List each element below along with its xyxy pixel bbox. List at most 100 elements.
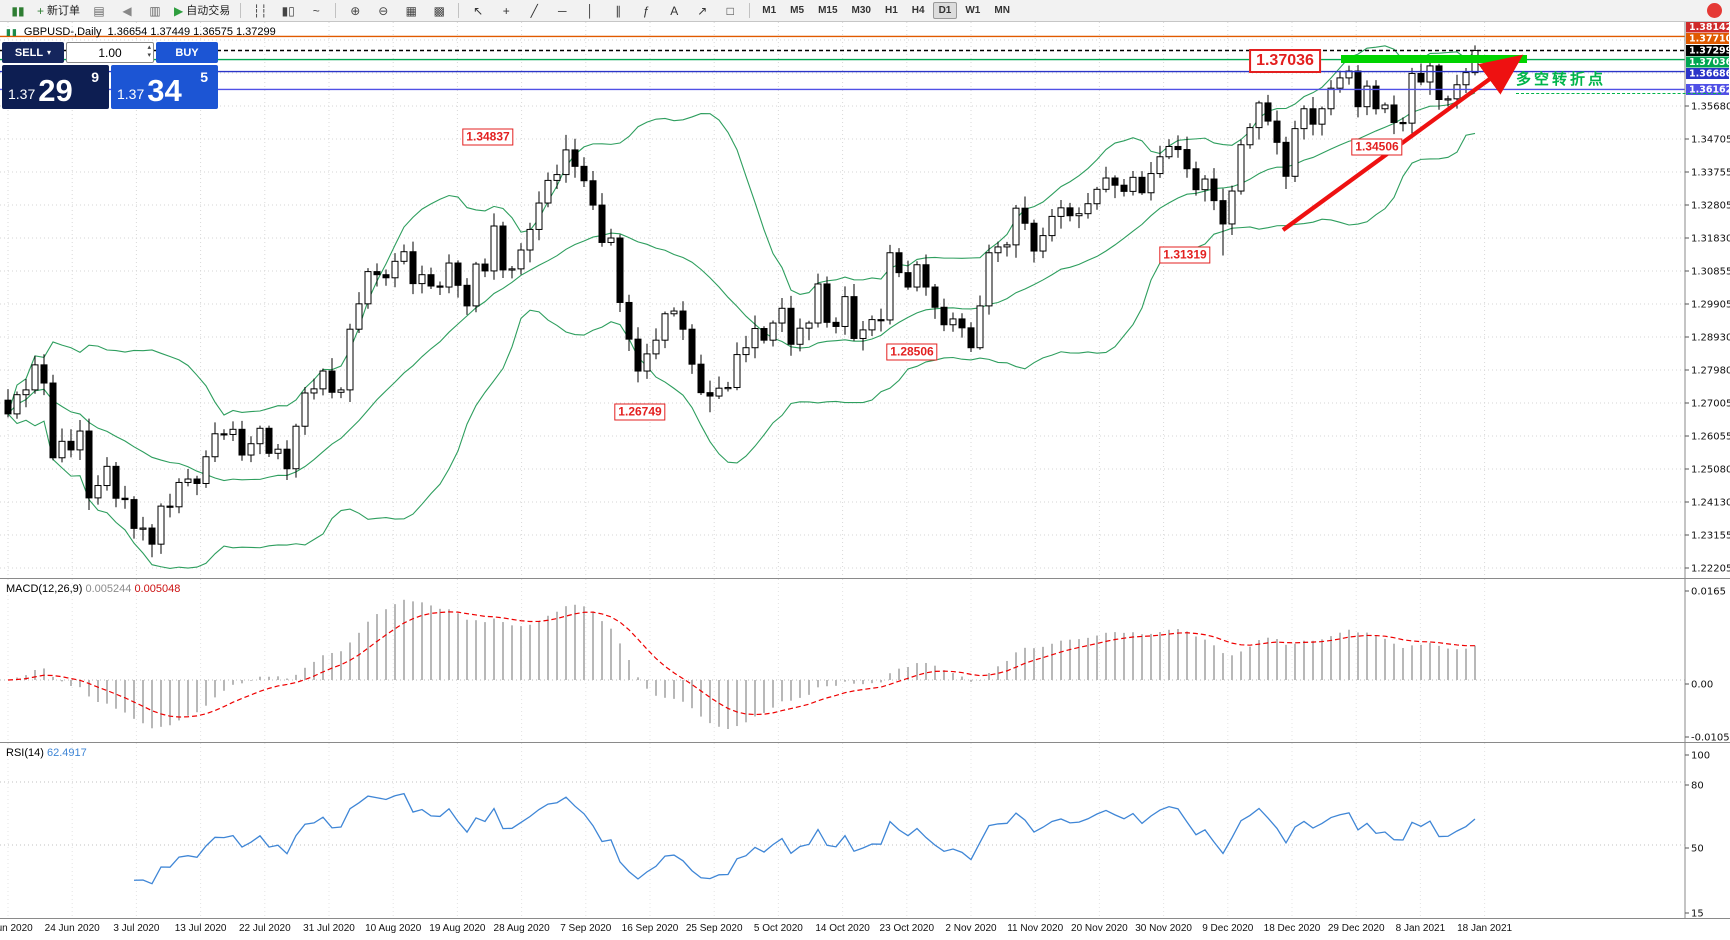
svg-text:50: 50 <box>1691 844 1704 855</box>
timeframe-d1[interactable]: D1 <box>932 2 958 19</box>
svg-text:1.35680: 1.35680 <box>1691 102 1730 113</box>
date-label: 25 Sep 2020 <box>685 923 743 934</box>
timeframe-m15[interactable]: M15 <box>818 5 838 16</box>
profiles-icon[interactable]: ▤ <box>86 1 112 21</box>
candlestick-chart-icon: ▮▯ <box>281 3 295 18</box>
crosshair-icon: + <box>502 3 510 18</box>
price-annotation-label[interactable]: 1.34837 <box>462 128 514 146</box>
pane-separator <box>0 918 1730 919</box>
market-watch-icon[interactable]: ▥ <box>142 1 168 21</box>
timeframe-h4[interactable]: H4 <box>911 5 925 16</box>
fibonacci-icon[interactable]: ƒ <box>633 1 659 21</box>
axis-label-1.37710 <box>1686 33 1729 44</box>
sell-button[interactable]: SELL ▾ <box>2 42 64 63</box>
tile-windows-icon[interactable]: ▦ <box>398 1 424 21</box>
rsi-pane[interactable]: 100 80 50 15 <box>0 743 1730 918</box>
sound-icon[interactable]: ◀ <box>114 1 140 21</box>
volume-up-arrow[interactable]: ▴ <box>147 44 151 51</box>
grid <box>0 743 1685 918</box>
timeframe-mn[interactable]: MN <box>994 5 1010 16</box>
chart-window-icon: ▮▮ <box>11 3 25 18</box>
macd-pane[interactable]: 0.0165 0.00 -0.0105571 <box>0 579 1730 742</box>
axis-label-1.36162 <box>1686 83 1729 95</box>
date-label: 7 Sep 2020 <box>560 923 612 934</box>
macd-histogram <box>16 599 1476 730</box>
candlestick-chart-icon[interactable]: ▮▯ <box>275 1 301 21</box>
timeframe-m1[interactable]: M1 <box>762 5 777 16</box>
rsi-value: 62.4917 <box>46 747 87 759</box>
chart-bullet-icon: ▮▮ <box>6 26 18 37</box>
svg-text:1.37036: 1.37036 <box>1689 57 1730 68</box>
timeframe-h1[interactable]: H1 <box>884 5 898 16</box>
price-annotation-label[interactable]: 1.34506 <box>1351 138 1403 156</box>
channel-icon[interactable]: ∥ <box>605 1 631 21</box>
date-axis[interactable]: 5 Jun 2020 24 Jun 2020 3 Jul 2020 13 Jul 20… <box>0 919 1730 940</box>
cascade-windows-icon[interactable]: ▩ <box>426 1 452 21</box>
volume-value: 1.00 <box>98 45 122 60</box>
horizontal-line-objects[interactable] <box>0 35 1685 91</box>
zoom-out-icon[interactable]: ⊖ <box>370 1 396 21</box>
date-label: 30 Nov 2020 <box>1135 923 1192 934</box>
new-order-button: + <box>37 3 45 18</box>
volume-input[interactable]: 1.00 ▴ ▾ <box>66 42 154 63</box>
price-annotation-label[interactable]: 1.28506 <box>886 343 938 361</box>
chart-ohlc-info: ▮▮ GBPUSD-,Daily 1.36654 1.37449 1.36575… <box>6 26 276 38</box>
pane-separator[interactable] <box>0 742 1730 743</box>
text-icon[interactable]: A <box>661 1 687 21</box>
price-axis[interactable]: 1.35680 1.34705 1.33755 1.32805 1.31830 1.308… <box>1684 22 1730 578</box>
svg-text:1.31830: 1.31830 <box>1691 234 1730 245</box>
volume-down-arrow[interactable]: ▾ <box>147 52 151 59</box>
date-label: 28 Aug 2020 <box>493 923 550 934</box>
grid <box>0 22 1685 578</box>
resistance-band[interactable] <box>1341 55 1527 63</box>
svg-text:1.36686: 1.36686 <box>1689 69 1730 80</box>
macd-axis[interactable]: 0.0165 0.00 -0.0105571 <box>1684 579 1730 742</box>
price-annotation-label[interactable]: 1.31319 <box>1159 246 1211 264</box>
new-order-button[interactable]: + 新订单 <box>33 1 84 21</box>
svg-text:0.00: 0.00 <box>1691 680 1713 691</box>
horizontal-line-icon[interactable]: ─ <box>549 1 575 21</box>
svg-text:1.32805: 1.32805 <box>1691 201 1730 212</box>
fibonacci-icon: ƒ <box>642 3 650 18</box>
macd-main-value: 0.005244 <box>85 583 132 595</box>
shapes-icon[interactable]: □ <box>717 1 743 21</box>
notification-badge[interactable] <box>1707 3 1722 18</box>
vertical-line-icon[interactable]: │ <box>577 1 603 21</box>
crosshair-icon[interactable]: + <box>493 1 519 21</box>
price-annotation-label[interactable]: 1.26749 <box>614 403 666 421</box>
svg-text:1.26055: 1.26055 <box>1691 432 1730 443</box>
buy-price-box[interactable]: 1.37 34 5 <box>111 65 218 109</box>
toolbar-separator <box>335 3 337 18</box>
date-label: 10 Aug 2020 <box>365 923 422 934</box>
buy-button[interactable]: BUY <box>156 42 218 63</box>
new-order-button-label: 新订单 <box>47 4 81 17</box>
bars-chart-icon[interactable]: ┆┆ <box>247 1 273 21</box>
cursor-icon[interactable]: ↖ <box>465 1 491 21</box>
turning-point-note[interactable]: 多空转折点 <box>1516 68 1721 94</box>
line-chart-icon: ~ <box>312 3 320 18</box>
timeframe-m5[interactable]: M5 <box>790 5 805 16</box>
svg-text:1.30855: 1.30855 <box>1691 267 1730 278</box>
chart-window-icon[interactable]: ▮▮ <box>5 1 31 21</box>
trendline-icon[interactable]: ╱ <box>521 1 547 21</box>
svg-text:1.29905: 1.29905 <box>1691 300 1730 311</box>
date-label: 3 Jul 2020 <box>113 923 160 934</box>
horizontal-line-icon: ─ <box>557 3 567 18</box>
svg-text:1.23155: 1.23155 <box>1691 531 1730 542</box>
arrow-object-icon[interactable]: ↗ <box>689 1 715 21</box>
cascade-windows-icon: ▩ <box>433 3 445 18</box>
line-chart-icon[interactable]: ~ <box>303 1 329 21</box>
rsi-axis[interactable]: 100 80 50 15 <box>1684 743 1730 918</box>
zoom-in-icon[interactable]: ⊕ <box>342 1 368 21</box>
sell-price-point: 9 <box>91 69 99 85</box>
timeframe-m30[interactable]: M30 <box>851 5 871 16</box>
pane-separator[interactable] <box>0 578 1730 579</box>
date-label: 29 Dec 2020 <box>1327 923 1385 934</box>
autotrade-button[interactable]: ▶ 自动交易 <box>170 1 234 21</box>
price-annotation-label[interactable]: 1.37036 <box>1249 49 1321 73</box>
timeframe-w1[interactable]: W1 <box>965 5 981 16</box>
date-label: 9 Dec 2020 <box>1202 923 1254 934</box>
price-chart-pane[interactable]: 1.35680 1.34705 1.33755 1.32805 1.31830 1.308… <box>0 22 1730 578</box>
sell-price-box[interactable]: 1.37 29 9 <box>2 65 109 109</box>
